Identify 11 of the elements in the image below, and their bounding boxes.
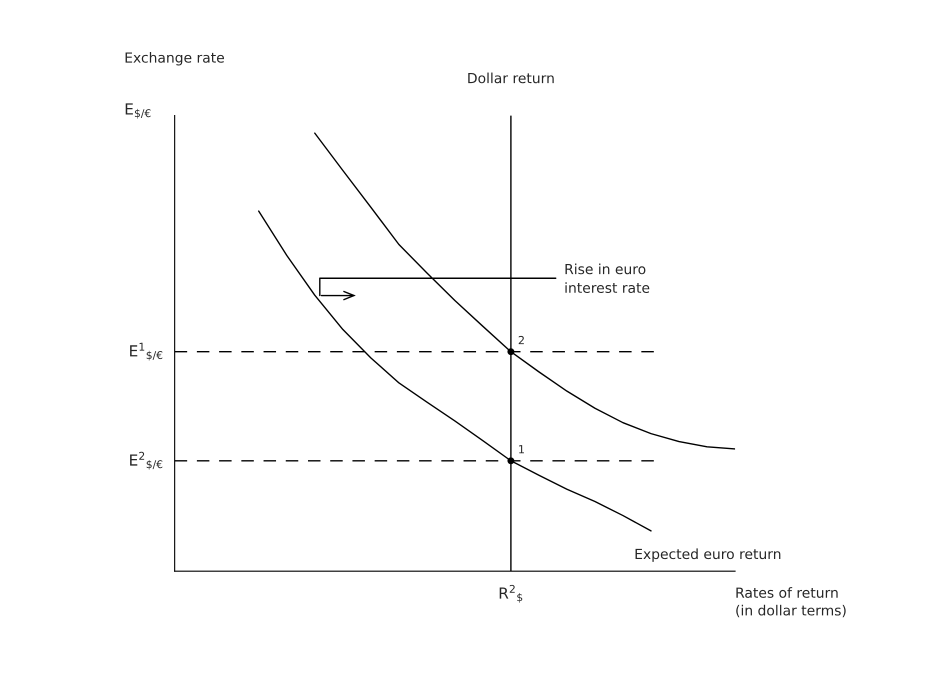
text: R$^{2}$$_{$}$ <box>500 584 522 603</box>
series-label: Expected euro return <box>636 548 780 562</box>
y-axis-title: Exchange rate <box>126 52 224 66</box>
annotation: 2 <box>518 336 524 344</box>
x-axis-title: Rates of return (in dollar terms) <box>736 587 846 618</box>
annotation: 1 <box>519 445 524 454</box>
annotation: Rise in euro interest rate <box>565 264 650 294</box>
ref-line-label: E$^{1}$$_{$/€}$ <box>130 342 162 361</box>
ref-line-label: E$^{2}$$_{$/€}$ <box>130 452 162 470</box>
text: E$_{$/€}$ <box>126 103 151 119</box>
text: Dollar return <box>468 72 554 84</box>
